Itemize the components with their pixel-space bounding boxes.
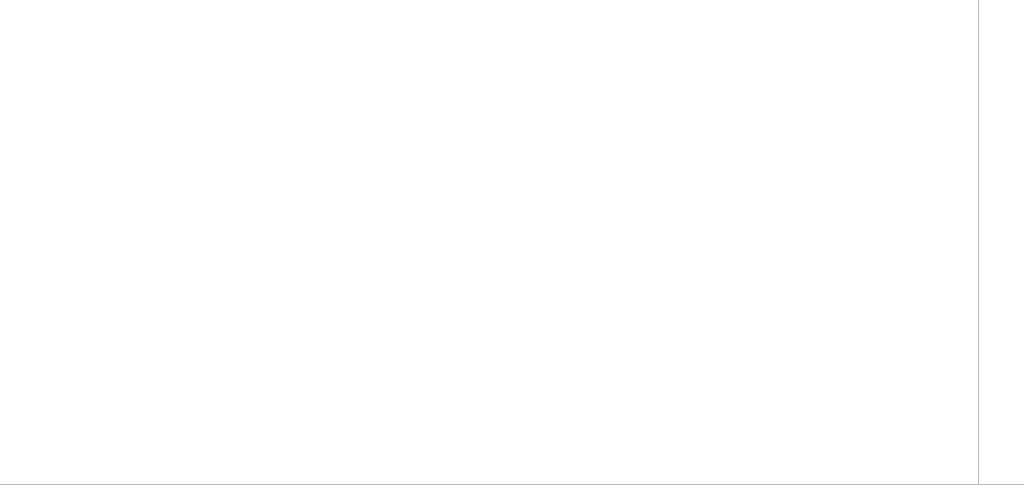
rsi-canvas[interactable] <box>0 456 978 484</box>
price-axis[interactable] <box>978 0 1024 484</box>
price-chart-canvas[interactable] <box>0 0 978 456</box>
price-chart-pane[interactable] <box>0 0 978 456</box>
symbol-header <box>4 1 7 12</box>
time-axis[interactable] <box>0 484 1024 501</box>
rsi-indicator-pane[interactable] <box>0 456 978 484</box>
